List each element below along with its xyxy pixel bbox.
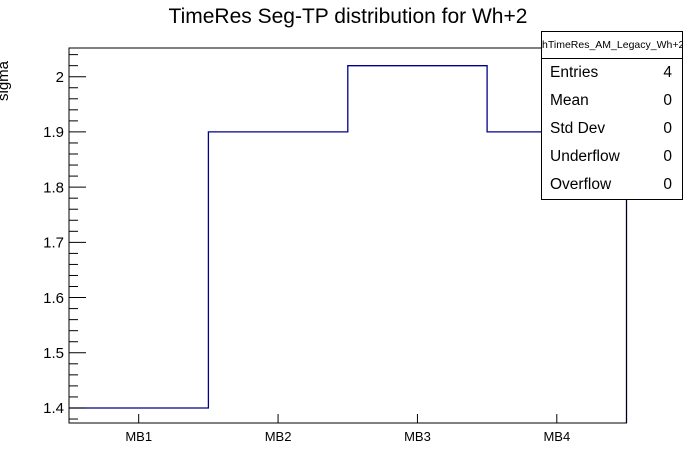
chart-title: TimeRes Seg-TP distribution for Wh+2 (168, 5, 528, 28)
stats-label: Entries (550, 64, 599, 81)
x-category-label: MB4 (543, 429, 570, 444)
stats-box-title: hTimeRes_AM_Legacy_Wh+2 (542, 32, 682, 59)
stats-row-overflow: Overflow 0 (542, 171, 682, 199)
x-category-label: MB2 (265, 429, 292, 444)
stats-value: 0 (663, 148, 672, 165)
x-category-label: MB3 (404, 429, 431, 444)
y-tick-label: 2 (56, 69, 64, 86)
stats-value: 4 (663, 64, 672, 81)
stats-label: Mean (550, 92, 589, 109)
stats-box: hTimeRes_AM_Legacy_Wh+2 Entries 4 Mean 0… (541, 31, 683, 200)
y-tick-label: 1.7 (43, 235, 64, 252)
y-tick-label: 1.9 (43, 124, 64, 141)
stats-label: Overflow (550, 176, 612, 193)
stats-row-underflow: Underflow 0 (542, 143, 682, 171)
stats-label: Std Dev (550, 120, 606, 137)
x-category-label: MB1 (125, 429, 152, 444)
stats-row-entries: Entries 4 (542, 59, 682, 87)
stats-rows: Entries 4 Mean 0 Std Dev 0 Underflow 0 O… (542, 59, 682, 199)
stats-label: Underflow (550, 148, 620, 165)
stats-row-mean: Mean 0 (542, 87, 682, 115)
stats-value: 0 (663, 176, 672, 193)
y-tick-label: 1.8 (43, 179, 64, 196)
stats-value: 0 (663, 120, 672, 137)
plot-frame (68, 47, 627, 424)
stats-row-stddev: Std Dev 0 (542, 115, 682, 143)
stats-value: 0 (663, 92, 672, 109)
y-tick-label: 1.4 (43, 400, 64, 417)
y-tick-label: 1.5 (43, 345, 64, 362)
y-tick-label: 1.6 (43, 290, 64, 307)
